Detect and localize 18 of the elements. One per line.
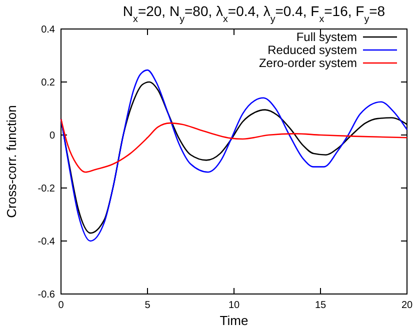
y-tick-label: 0.2 xyxy=(41,78,56,88)
legend-label: Zero-order system xyxy=(258,56,357,70)
legend-label: Full system xyxy=(296,30,357,44)
y-tick-label: -0.2 xyxy=(38,184,56,194)
x-axis-title: Time xyxy=(220,313,248,328)
x-tick-label: 20 xyxy=(401,300,413,311)
line-series xyxy=(60,118,408,173)
y-axis-title: Cross-corr. function xyxy=(4,105,19,218)
x-tick-label: 5 xyxy=(144,300,151,311)
y-tick-label: 0.4 xyxy=(41,24,56,36)
chart-title: N$_{x}$=20, N$_{y}$=80, λ$_{x}$=0.4, λ$_{y}$=0.4, F$_{x}$=16, F$_{y}$=8 xyxy=(122,3,386,24)
y-tick-label: -0.4 xyxy=(38,236,56,248)
x-tick-label: 10 xyxy=(228,300,240,311)
y-tick-label: 0 xyxy=(49,130,56,142)
x-tick-label: 15 xyxy=(314,300,326,311)
legend-label: Reduced system xyxy=(268,43,357,57)
y-tick-label: -0.6 xyxy=(38,290,56,300)
x-tick-label: 0 xyxy=(58,300,64,311)
